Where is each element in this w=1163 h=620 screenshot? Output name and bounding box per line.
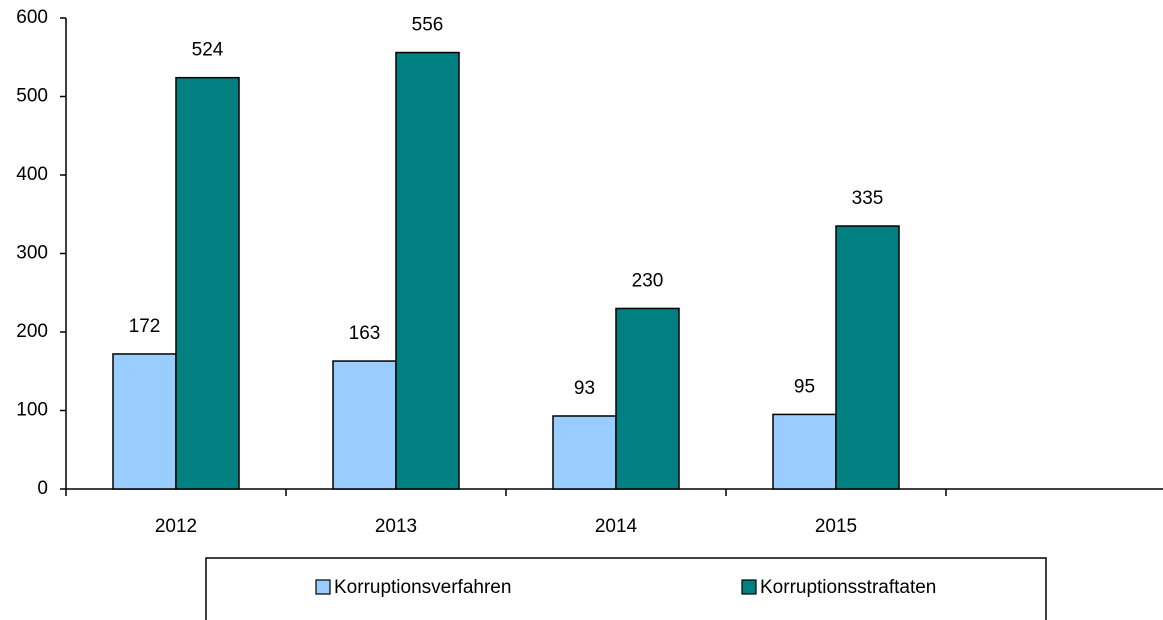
y-tick-label: 600	[16, 7, 48, 28]
y-tick-label: 300	[16, 243, 48, 264]
y-tick-label: 400	[16, 164, 48, 185]
legend-label: Korruptionsstraftaten	[760, 577, 936, 598]
bar	[552, 415, 617, 490]
legend-swatch	[315, 579, 331, 595]
legend-box	[205, 557, 1047, 620]
bar	[615, 307, 680, 490]
bar	[835, 225, 900, 490]
bar	[395, 51, 460, 490]
x-tick-label: 2013	[375, 516, 417, 537]
legend-label: Korruptionsverfahren	[334, 577, 511, 598]
x-tick-label: 2012	[155, 516, 197, 537]
y-tick-label: 500	[16, 86, 48, 107]
bar	[772, 413, 837, 490]
y-tick-label: 200	[16, 321, 48, 342]
data-label: 163	[349, 323, 381, 344]
bar	[112, 353, 177, 490]
x-tick-label: 2015	[815, 516, 857, 537]
bar	[332, 360, 397, 490]
bar	[175, 76, 240, 490]
data-label: 93	[574, 378, 595, 399]
data-label: 335	[852, 188, 884, 209]
x-tick-label: 2014	[595, 516, 638, 537]
data-label: 95	[794, 376, 815, 397]
data-label: 230	[632, 270, 664, 291]
legend-swatch	[741, 579, 757, 595]
y-tick-label: 0	[37, 478, 48, 499]
y-tick-label: 100	[16, 400, 48, 421]
data-label: 556	[412, 15, 444, 36]
data-label: 172	[129, 316, 161, 337]
data-label: 524	[192, 40, 224, 61]
